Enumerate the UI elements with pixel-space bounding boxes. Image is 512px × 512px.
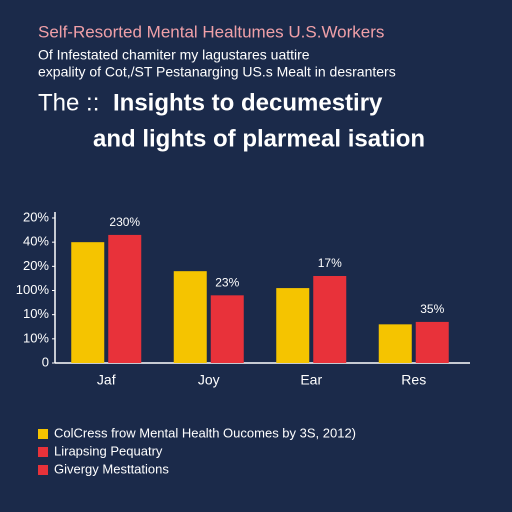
y-tick-label: 20% — [23, 258, 49, 273]
legend-swatch — [38, 465, 48, 475]
chart-title: Self-Resorted Mental Healtumes U.S.Worke… — [38, 22, 384, 41]
headline: Insights to decumestiry — [113, 89, 383, 116]
x-tick-label: Joy — [198, 372, 220, 388]
y-tick-label: 40% — [23, 234, 49, 249]
bar — [173, 271, 207, 363]
legend-label: Lirapsing Pequatry — [54, 443, 163, 458]
legend-swatch — [38, 447, 48, 457]
y-tick-label: 100% — [16, 282, 50, 297]
bar — [108, 234, 142, 363]
subtitle: Of Infestated chamiter my lagustares uat… — [38, 47, 310, 63]
annotation: 230% — [109, 215, 140, 229]
headline-lead: The :: — [38, 89, 99, 116]
annotation: 35% — [420, 302, 444, 316]
bar — [313, 276, 347, 363]
headline: and lights of plarmeal isation — [93, 125, 425, 152]
y-tick-label: 10% — [23, 306, 49, 321]
y-tick-label: 10% — [23, 330, 49, 345]
annotation: 17% — [318, 256, 342, 270]
legend-swatch — [38, 429, 48, 439]
y-tick-label: 0 — [42, 354, 49, 369]
bar — [415, 321, 449, 363]
bar — [210, 295, 244, 363]
x-tick-label: Res — [401, 372, 426, 388]
bar — [71, 242, 105, 363]
annotation: 23% — [215, 276, 239, 290]
x-tick-label: Jaf — [97, 372, 116, 388]
bar — [378, 324, 412, 363]
bar — [276, 288, 310, 363]
legend-label: Givergy Mesttations — [54, 461, 169, 476]
x-tick-label: Ear — [300, 372, 322, 388]
y-tick-label: 20% — [23, 209, 49, 224]
subtitle: expality of Cot,/ST Pestanarging US.s Me… — [38, 64, 396, 80]
legend-label: ColCress frow Mental Health Oucomes by 3… — [54, 425, 356, 440]
